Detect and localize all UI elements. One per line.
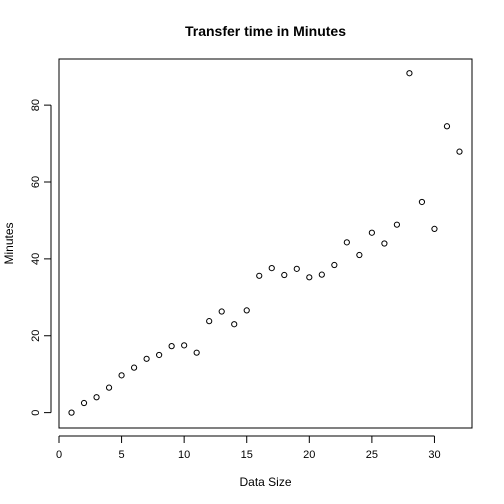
data-point bbox=[156, 351, 163, 359]
data-point bbox=[356, 251, 363, 259]
plot-frame bbox=[58, 58, 473, 429]
y-tick-label: 80 bbox=[30, 99, 42, 111]
data-point bbox=[406, 70, 413, 77]
x-tick-label: 5 bbox=[119, 449, 125, 461]
y-tick-label: 0 bbox=[30, 410, 42, 416]
data-point bbox=[343, 239, 350, 246]
x-tick-label: 20 bbox=[303, 449, 315, 461]
x-tick-label: 30 bbox=[428, 449, 440, 461]
data-point bbox=[443, 123, 451, 130]
data-point bbox=[418, 198, 426, 206]
data-point bbox=[130, 364, 138, 371]
data-point bbox=[381, 240, 388, 247]
data-point bbox=[256, 272, 263, 279]
chart-title: Transfer time in Minutes bbox=[185, 23, 346, 39]
y-tick-label: 20 bbox=[30, 330, 42, 342]
x-axis-title: Data Size bbox=[239, 475, 291, 489]
y-axis-title: Minutes bbox=[2, 222, 16, 264]
y-axis: 0 20 40 60 80 bbox=[30, 99, 52, 416]
data-point bbox=[243, 307, 250, 314]
data-point bbox=[193, 349, 200, 356]
data-point bbox=[206, 318, 213, 325]
y-tick-label: 60 bbox=[30, 176, 42, 188]
data-point bbox=[293, 265, 300, 272]
data-point bbox=[181, 342, 188, 349]
data-point bbox=[105, 384, 113, 391]
data-point bbox=[93, 394, 100, 401]
data-point bbox=[218, 308, 225, 315]
data-point bbox=[231, 321, 238, 328]
data-point bbox=[281, 271, 288, 279]
x-tick-label: 15 bbox=[241, 449, 253, 461]
x-axis: 0 5 10 15 20 25 30 bbox=[56, 435, 441, 461]
data-point bbox=[68, 409, 75, 416]
data-point bbox=[368, 229, 375, 236]
data-point bbox=[456, 148, 463, 155]
data-point bbox=[80, 399, 88, 407]
data-point bbox=[143, 355, 150, 362]
data-point bbox=[306, 274, 313, 281]
data-point bbox=[268, 265, 275, 272]
data-point bbox=[168, 343, 175, 350]
data-point bbox=[318, 271, 325, 278]
y-tick-label: 40 bbox=[30, 253, 42, 265]
x-tick-label: 0 bbox=[56, 449, 62, 461]
x-tick-label: 10 bbox=[178, 449, 190, 461]
data-point bbox=[431, 225, 438, 232]
data-point bbox=[331, 261, 338, 269]
data-points bbox=[68, 70, 463, 416]
data-point bbox=[118, 372, 125, 379]
x-tick-label: 25 bbox=[366, 449, 378, 461]
data-point bbox=[393, 221, 401, 228]
